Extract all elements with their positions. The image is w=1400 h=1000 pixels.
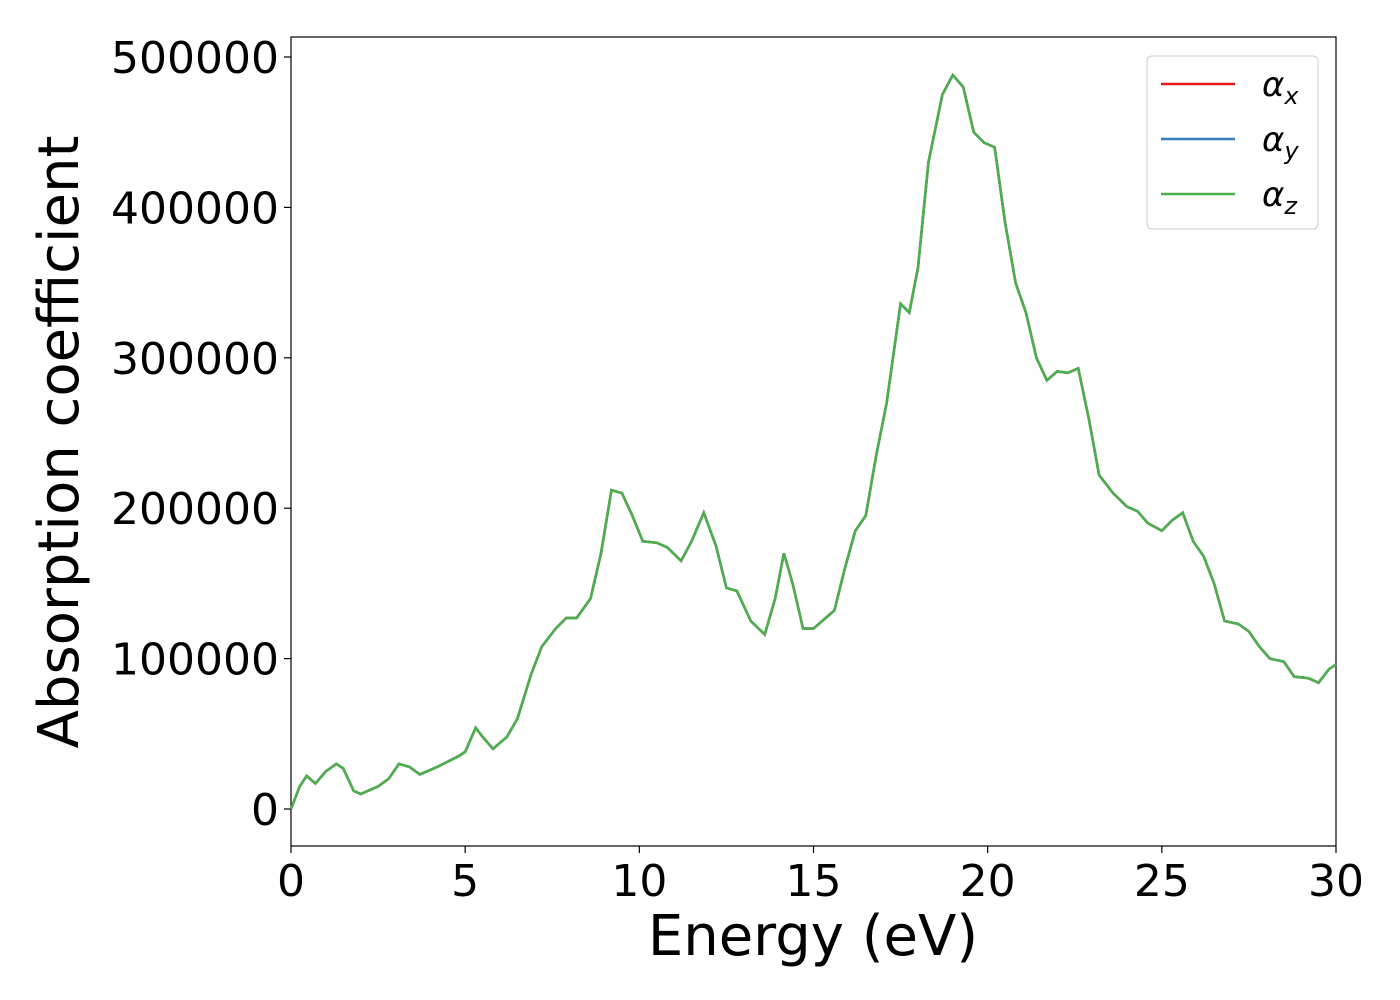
y-axis-label: Absorption coefficient (27, 136, 92, 749)
x-tick-label: 15 (786, 856, 842, 907)
data-line (289, 72, 1337, 810)
x-tick-label: 20 (960, 856, 1016, 907)
legend-label: αx (1262, 65, 1299, 110)
x-tick-label: 0 (277, 856, 305, 907)
x-tick-label: 10 (611, 856, 667, 907)
legend-box (1146, 55, 1319, 230)
x-tick-label: 25 (1134, 856, 1190, 907)
legend-label: αz (1262, 175, 1298, 220)
x-tick-label: 5 (451, 856, 479, 907)
y-tick-label: 200000 (111, 484, 279, 535)
y-tick-label: 0 (251, 785, 279, 836)
legend-label: αy (1262, 120, 1299, 165)
y-tick-label: 500000 (111, 33, 279, 84)
y-tick-label: 100000 (111, 635, 279, 686)
y-tick-label: 400000 (111, 183, 279, 234)
x-tick-label: 30 (1308, 856, 1364, 907)
y-tick-label: 300000 (111, 334, 279, 385)
x-axis-label: Energy (eV) (648, 904, 978, 969)
